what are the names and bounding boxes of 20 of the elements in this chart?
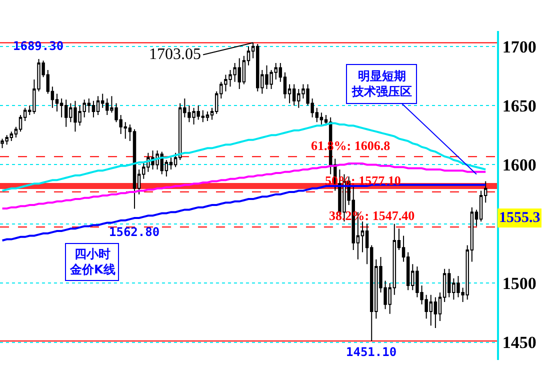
annotation: 四小时金价K线 bbox=[69, 247, 116, 277]
y-tick-label: 1700 bbox=[502, 37, 536, 56]
y-tick-label: 1450 bbox=[502, 333, 536, 352]
candlestick bbox=[206, 110, 210, 122]
annotation: 1703.05 bbox=[149, 46, 201, 63]
text: 1555.3 bbox=[499, 210, 540, 226]
y-tick-label: 1600 bbox=[502, 156, 536, 175]
candlestick bbox=[434, 296, 438, 329]
line-series bbox=[1, 184, 487, 242]
annotation: 1689.30 bbox=[13, 39, 64, 53]
annotation: 1451.10 bbox=[346, 345, 397, 359]
candlestick bbox=[320, 112, 324, 125]
candlestick bbox=[132, 128, 136, 210]
annotation: 1562.80 bbox=[109, 225, 160, 239]
annotation: 明显短期技术强压区 bbox=[351, 69, 412, 99]
y-tick-label: 1650 bbox=[502, 96, 536, 116]
y-tick-label: 1500 bbox=[502, 274, 536, 294]
candlestick bbox=[96, 96, 100, 116]
line-series bbox=[1, 162, 487, 210]
candlestick bbox=[92, 100, 96, 118]
